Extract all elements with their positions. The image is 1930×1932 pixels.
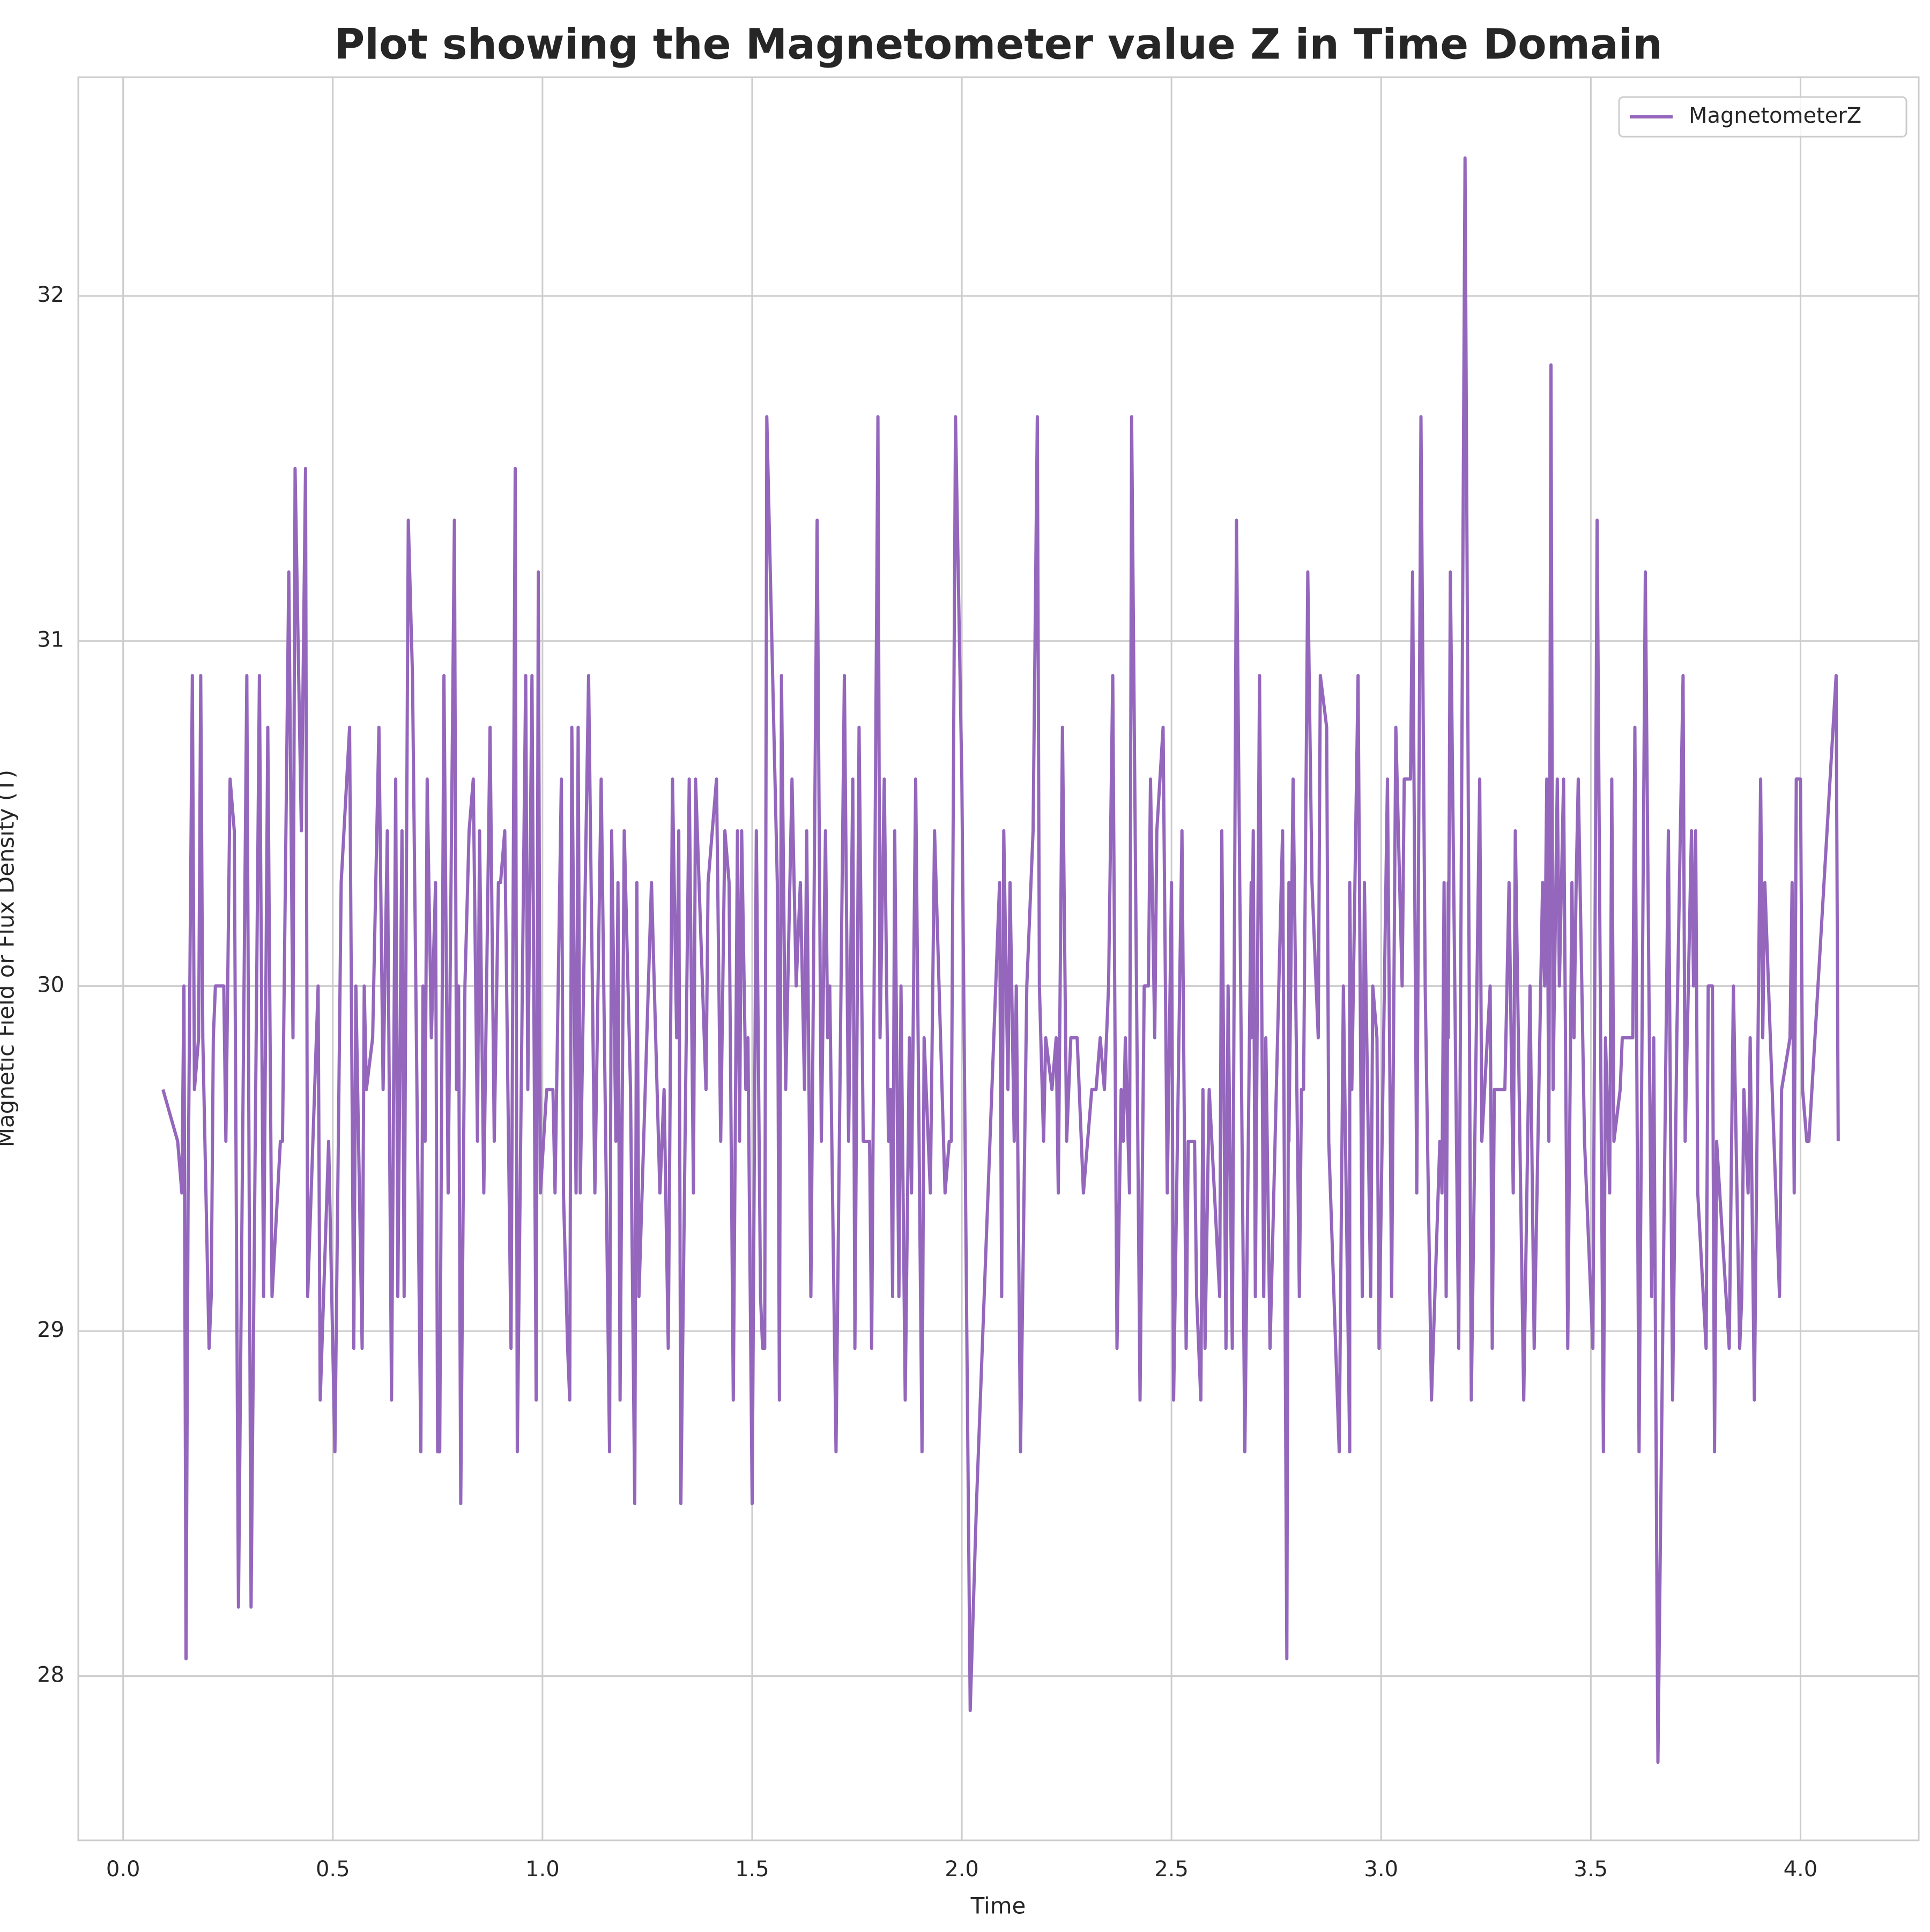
plot-area xyxy=(161,156,1840,1764)
y-tick-label: 29 xyxy=(37,1318,64,1342)
x-tick-label: 0.5 xyxy=(316,1857,350,1882)
grid xyxy=(78,77,1919,1840)
data-line xyxy=(161,156,1840,1764)
y-tick-label: 31 xyxy=(37,628,64,652)
y-axis-label: Magnetic Field or Flux Density (T) xyxy=(0,770,19,1147)
y-tick-label: 32 xyxy=(37,283,64,307)
legend: MagnetometerZ xyxy=(1618,96,1907,138)
x-tick-label: 2.0 xyxy=(945,1857,979,1882)
x-tick-label: 0.0 xyxy=(106,1857,140,1882)
plot-frame xyxy=(77,76,1920,1841)
x-tick-label: 1.5 xyxy=(735,1857,769,1882)
chart-title: Plot showing the Magnetometer value Z in… xyxy=(334,20,1662,69)
legend-box xyxy=(1618,96,1907,138)
x-tick-label: 2.5 xyxy=(1154,1857,1189,1882)
y-tick-label: 28 xyxy=(37,1663,64,1688)
x-tick-label: 3.0 xyxy=(1364,1857,1398,1882)
x-tick-label: 3.5 xyxy=(1574,1857,1608,1882)
x-axis-label: Time xyxy=(970,1893,1026,1919)
y-tick-label: 30 xyxy=(37,972,64,997)
x-tick-label: 1.0 xyxy=(525,1857,560,1882)
legend-label: MagnetometerZ xyxy=(1689,103,1861,128)
x-tick-label: 4.0 xyxy=(1784,1857,1818,1882)
